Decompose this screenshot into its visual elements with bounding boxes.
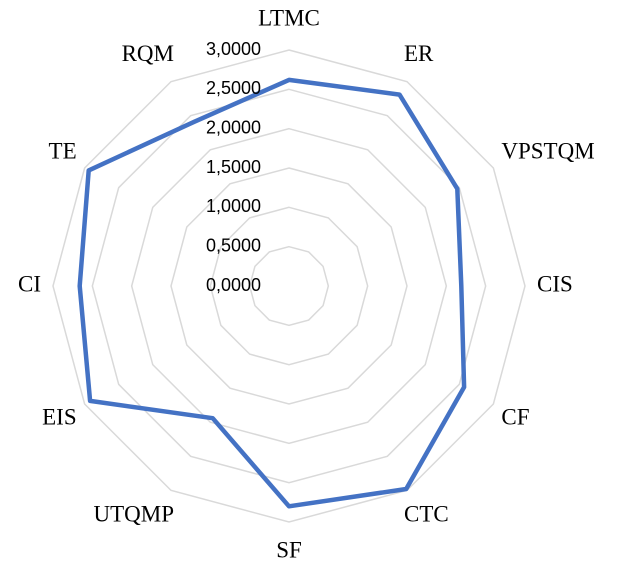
category-label: SF (276, 537, 302, 562)
series-line (77, 77, 467, 509)
grid-ring (52, 49, 526, 523)
grid-ring (170, 167, 408, 405)
category-label: VPSTQM (501, 138, 594, 163)
category-label: EIS (42, 404, 77, 429)
r-tick-label: 3,0000 (206, 39, 261, 59)
r-tick-label: 2,5000 (206, 78, 261, 98)
category-label: ER (404, 41, 434, 66)
r-tick-label: 0,0000 (206, 275, 261, 295)
grid-ring (209, 206, 369, 366)
r-tick-label: 0,5000 (206, 235, 261, 255)
grid-ring (130, 127, 448, 445)
r-tick-label: 2,0000 (206, 117, 261, 137)
r-tick-label: 1,5000 (206, 157, 261, 177)
r-tick-label: 1,0000 (206, 196, 261, 216)
category-label: CF (501, 404, 529, 429)
grid-ring (248, 245, 330, 327)
category-label: CI (18, 271, 41, 296)
grid-ring (91, 88, 487, 484)
category-label: RQM (122, 41, 174, 66)
category-label: TE (49, 138, 77, 163)
category-label: CIS (537, 271, 573, 296)
category-label: CTC (404, 502, 449, 527)
category-label: LTMC (258, 5, 320, 30)
category-label: UTQMP (93, 502, 174, 527)
